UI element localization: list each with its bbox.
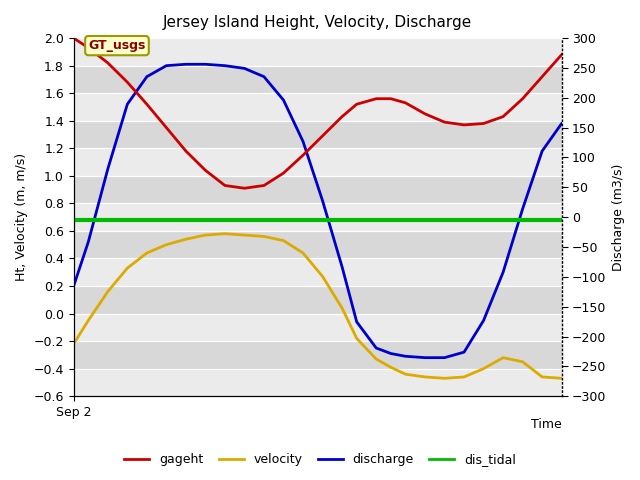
Y-axis label: Ht, Velocity (m, m/s): Ht, Velocity (m, m/s) bbox=[15, 153, 28, 281]
Bar bbox=[74, 204, 562, 231]
Bar bbox=[74, 38, 562, 66]
Bar bbox=[74, 148, 562, 176]
Y-axis label: Discharge (m3/s): Discharge (m3/s) bbox=[612, 164, 625, 271]
Bar bbox=[74, 259, 562, 286]
Bar bbox=[74, 231, 562, 259]
Text: Time: Time bbox=[531, 418, 562, 431]
Title: Jersey Island Height, Velocity, Discharge: Jersey Island Height, Velocity, Discharg… bbox=[163, 15, 472, 30]
Bar bbox=[74, 313, 562, 341]
Bar bbox=[74, 176, 562, 204]
Bar bbox=[74, 341, 562, 369]
Bar bbox=[74, 369, 562, 396]
Text: GT_usgs: GT_usgs bbox=[88, 39, 146, 52]
Bar bbox=[74, 66, 562, 93]
Bar bbox=[74, 121, 562, 148]
Bar bbox=[74, 286, 562, 313]
Bar bbox=[74, 93, 562, 121]
Legend: gageht, velocity, discharge, dis_tidal: gageht, velocity, discharge, dis_tidal bbox=[119, 448, 521, 471]
